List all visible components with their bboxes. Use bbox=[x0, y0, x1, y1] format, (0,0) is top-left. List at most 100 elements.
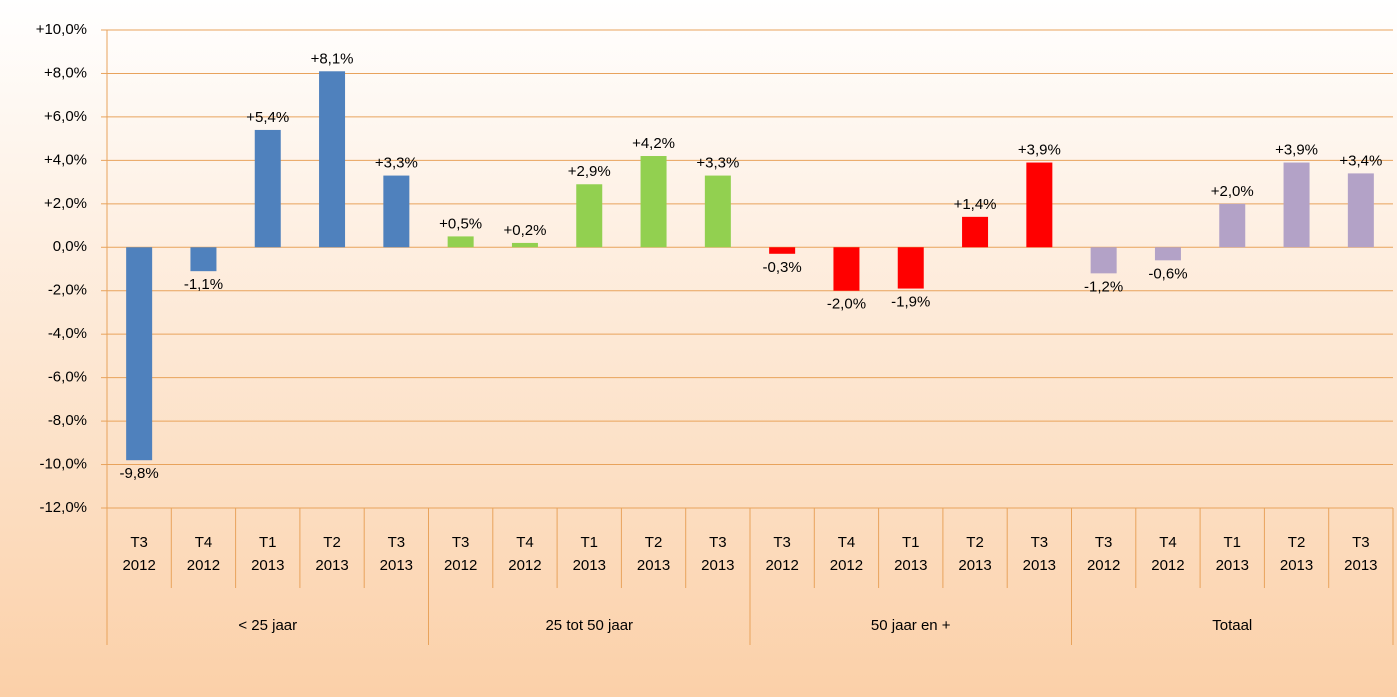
y-tick-label: +8,0% bbox=[44, 64, 87, 81]
year: 2012 bbox=[187, 557, 220, 574]
quarter: T1 bbox=[1223, 534, 1241, 551]
value-label: +4,2% bbox=[632, 135, 675, 152]
y-tick-label: -4,0% bbox=[48, 325, 87, 342]
value-label: +8,1% bbox=[311, 50, 354, 67]
quarter: T3 bbox=[709, 534, 727, 551]
bar bbox=[1347, 173, 1374, 248]
group-label: 50 jaar en + bbox=[871, 617, 951, 634]
x-tick-label: T4 2012 bbox=[830, 534, 863, 574]
quarter: T3 bbox=[452, 534, 470, 551]
y-tick-label: +6,0% bbox=[44, 108, 87, 125]
bar bbox=[1283, 162, 1310, 248]
quarter: T4 bbox=[838, 534, 856, 551]
year: 2013 bbox=[637, 557, 670, 574]
value-label: +1,4% bbox=[954, 196, 997, 213]
value-label: -0,6% bbox=[1148, 265, 1187, 282]
year: 2013 bbox=[251, 557, 284, 574]
value-label: +3,9% bbox=[1275, 142, 1318, 159]
bar bbox=[383, 175, 410, 248]
value-label: -1,9% bbox=[891, 294, 930, 311]
year: 2012 bbox=[122, 557, 155, 574]
y-tick-label: 0,0% bbox=[53, 238, 87, 255]
x-tick-label: T3 2013 bbox=[380, 534, 413, 574]
y-tick-label: -8,0% bbox=[48, 412, 87, 429]
quarter: T3 bbox=[388, 534, 406, 551]
bar bbox=[576, 184, 603, 248]
value-label: -1,2% bbox=[1084, 278, 1123, 295]
x-tick-label: T2 2013 bbox=[958, 534, 991, 574]
year: 2013 bbox=[1216, 557, 1249, 574]
x-tick-label: T3 2013 bbox=[1023, 534, 1056, 574]
bar bbox=[833, 247, 860, 291]
value-label: +0,5% bbox=[439, 215, 482, 232]
bar bbox=[1219, 203, 1246, 248]
group-label: < 25 jaar bbox=[238, 617, 297, 634]
x-tick-label: T3 2012 bbox=[765, 534, 798, 574]
bar bbox=[1090, 247, 1117, 274]
value-label: +0,2% bbox=[503, 222, 546, 239]
value-label: +3,3% bbox=[375, 155, 418, 172]
value-label: +3,3% bbox=[696, 155, 739, 172]
bar bbox=[769, 247, 796, 254]
quarter: T3 bbox=[773, 534, 791, 551]
value-label: +2,9% bbox=[568, 163, 611, 180]
x-tick-label: T1 2013 bbox=[573, 534, 606, 574]
quarter: T3 bbox=[1352, 534, 1370, 551]
x-tick-label: T4 2012 bbox=[187, 534, 220, 574]
bar bbox=[640, 156, 667, 248]
year: 2013 bbox=[701, 557, 734, 574]
quarter: T3 bbox=[1031, 534, 1049, 551]
bar bbox=[511, 242, 538, 248]
x-tick-label: T2 2013 bbox=[637, 534, 670, 574]
year: 2012 bbox=[765, 557, 798, 574]
value-label: +2,0% bbox=[1211, 183, 1254, 200]
bar bbox=[126, 247, 153, 461]
year: 2012 bbox=[1087, 557, 1120, 574]
bar bbox=[704, 175, 731, 248]
y-tick-label: +2,0% bbox=[44, 195, 87, 212]
value-label: -2,0% bbox=[827, 296, 866, 313]
quarter: T3 bbox=[130, 534, 148, 551]
x-tick-label: T3 2013 bbox=[701, 534, 734, 574]
year: 2012 bbox=[1151, 557, 1184, 574]
value-label: +3,4% bbox=[1339, 152, 1382, 169]
quarter: T1 bbox=[902, 534, 920, 551]
x-tick-label: T3 2012 bbox=[1087, 534, 1120, 574]
bar bbox=[962, 216, 989, 248]
bar bbox=[447, 236, 474, 248]
quarter: T2 bbox=[966, 534, 984, 551]
bar bbox=[897, 247, 924, 289]
year: 2013 bbox=[573, 557, 606, 574]
x-tick-label: T4 2012 bbox=[1151, 534, 1184, 574]
x-tick-label: T3 2012 bbox=[122, 534, 155, 574]
value-label: -1,1% bbox=[184, 276, 223, 293]
y-tick-label: +10,0% bbox=[36, 21, 87, 38]
year: 2013 bbox=[1280, 557, 1313, 574]
value-label: +3,9% bbox=[1018, 142, 1061, 159]
x-tick-label: T2 2013 bbox=[1280, 534, 1313, 574]
year: 2013 bbox=[958, 557, 991, 574]
x-tick-label: T4 2012 bbox=[508, 534, 541, 574]
y-tick-label: -2,0% bbox=[48, 282, 87, 299]
bar bbox=[1026, 162, 1053, 248]
bar bbox=[1154, 247, 1181, 261]
year: 2012 bbox=[830, 557, 863, 574]
quarter: T2 bbox=[645, 534, 663, 551]
value-label: -9,8% bbox=[120, 465, 159, 482]
x-tick-label: T1 2013 bbox=[1216, 534, 1249, 574]
quarter: T4 bbox=[516, 534, 534, 551]
group-label: 25 tot 50 jaar bbox=[545, 617, 633, 634]
x-tick-label: T1 2013 bbox=[251, 534, 284, 574]
y-tick-label: -6,0% bbox=[48, 369, 87, 386]
group-label: Totaal bbox=[1212, 617, 1252, 634]
year: 2013 bbox=[315, 557, 348, 574]
year: 2013 bbox=[1344, 557, 1377, 574]
x-tick-label: T1 2013 bbox=[894, 534, 927, 574]
bar bbox=[190, 247, 217, 272]
year: 2013 bbox=[380, 557, 413, 574]
quarter: T2 bbox=[1288, 534, 1306, 551]
x-tick-label: T2 2013 bbox=[315, 534, 348, 574]
quarter: T2 bbox=[323, 534, 341, 551]
